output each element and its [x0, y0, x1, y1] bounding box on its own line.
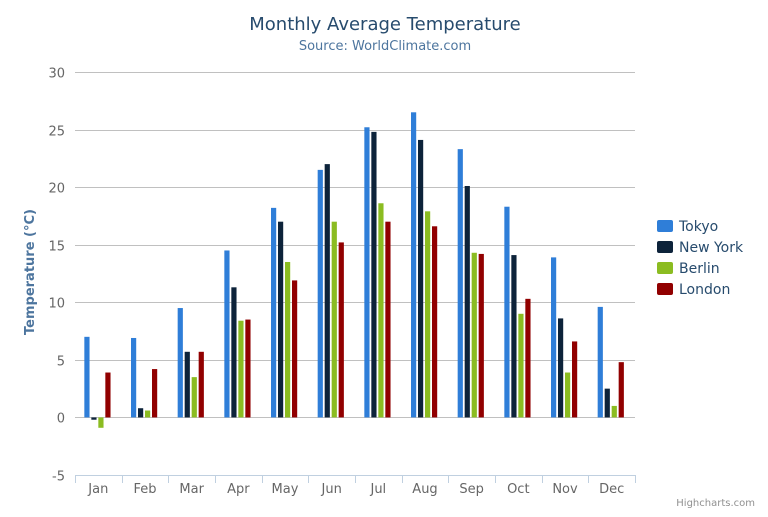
bar-london[interactable]: [478, 253, 484, 418]
y-tick-label: 30: [48, 67, 65, 82]
bar-berlin[interactable]: [285, 261, 291, 418]
bar-berlin[interactable]: [191, 377, 197, 418]
bar-tokyo[interactable]: [224, 250, 230, 418]
x-tick-label: Oct: [507, 482, 529, 497]
bar-london[interactable]: [245, 319, 251, 418]
chart-subtitle: Source: WorldClimate.com: [299, 39, 471, 54]
bar-new-york[interactable]: [138, 408, 144, 418]
bar-new-york[interactable]: [278, 221, 284, 418]
bar-berlin[interactable]: [238, 320, 244, 418]
bar-new-york[interactable]: [184, 351, 190, 418]
bar-tokyo[interactable]: [177, 308, 183, 418]
bar-new-york[interactable]: [371, 131, 377, 418]
y-tick-label: 25: [48, 125, 65, 140]
bars: [84, 112, 624, 428]
y-tick-label: 10: [48, 297, 65, 312]
x-tick-label: May: [272, 482, 299, 497]
x-tick-label: Apr: [227, 482, 250, 497]
legend-swatch: [657, 241, 673, 253]
x-tick-label: Feb: [133, 482, 156, 497]
legend-item-london[interactable]: London: [657, 282, 730, 298]
bar-tokyo[interactable]: [317, 169, 323, 418]
bar-tokyo[interactable]: [504, 206, 510, 418]
legend-swatch: [657, 220, 673, 232]
bar-tokyo[interactable]: [551, 257, 557, 418]
bar-new-york[interactable]: [558, 318, 564, 418]
x-tick-label: Sep: [459, 482, 484, 497]
bar-london[interactable]: [152, 369, 158, 418]
legend-label: Tokyo: [678, 219, 718, 235]
bar-new-york[interactable]: [511, 255, 517, 418]
x-tick-label: Dec: [599, 482, 624, 497]
x-tick-label: Nov: [552, 482, 578, 497]
y-tick-label: 0: [57, 412, 65, 427]
bar-london[interactable]: [572, 341, 578, 418]
bar-tokyo[interactable]: [411, 112, 417, 418]
legend-label: London: [679, 282, 730, 298]
y-tick-label: 20: [48, 182, 65, 197]
legend-label: Berlin: [679, 261, 720, 277]
bar-berlin[interactable]: [565, 372, 571, 418]
legend-swatch: [657, 262, 673, 274]
bar-new-york[interactable]: [604, 388, 610, 418]
x-axis: Jan Feb Mar Apr May Jun Jul Aug Sep Oct Nov Dec: [75, 475, 636, 497]
y-axis-ticks: -5 0 5 10 15 20 25 30: [48, 67, 65, 485]
y-axis-title: Temperature (°C): [23, 209, 38, 335]
y-tick-label: 15: [48, 240, 65, 255]
bar-tokyo[interactable]: [131, 337, 137, 418]
bar-london[interactable]: [432, 226, 438, 418]
x-tick-label: Jul: [369, 482, 386, 497]
bar-london[interactable]: [338, 242, 344, 418]
bar-berlin[interactable]: [471, 252, 477, 418]
y-tick-label: 5: [57, 355, 65, 370]
bar-berlin[interactable]: [518, 313, 524, 418]
bar-tokyo[interactable]: [271, 207, 277, 418]
bar-berlin[interactable]: [378, 203, 384, 418]
credits-link[interactable]: Highcharts.com: [676, 498, 755, 509]
bar-berlin[interactable]: [331, 221, 337, 418]
legend-item-tokyo[interactable]: Tokyo: [657, 219, 718, 235]
bar-new-york[interactable]: [324, 164, 330, 418]
x-tick-label: Jun: [321, 482, 342, 497]
legend-label: New York: [679, 240, 744, 256]
legend: Tokyo New York Berlin London: [657, 219, 744, 298]
bar-tokyo[interactable]: [84, 336, 90, 418]
x-tick-label: Aug: [412, 482, 437, 497]
grid-lines: [75, 72, 635, 476]
bar-london[interactable]: [105, 372, 111, 418]
bar-london[interactable]: [618, 362, 624, 418]
bar-new-york[interactable]: [418, 139, 424, 418]
bar-berlin[interactable]: [425, 211, 431, 418]
bar-tokyo[interactable]: [364, 127, 370, 418]
chart-title: Monthly Average Temperature: [249, 14, 520, 35]
bar-tokyo[interactable]: [457, 149, 463, 418]
bar-london[interactable]: [198, 351, 204, 418]
bar-london[interactable]: [525, 298, 531, 418]
x-tick-label: Jan: [87, 482, 108, 497]
legend-item-berlin[interactable]: Berlin: [657, 261, 720, 277]
bar-berlin[interactable]: [98, 417, 104, 428]
bar-new-york[interactable]: [231, 287, 237, 418]
bar-berlin[interactable]: [611, 405, 617, 418]
legend-swatch: [657, 283, 673, 295]
y-tick-label: -5: [52, 470, 65, 485]
bar-new-york[interactable]: [91, 417, 97, 420]
legend-item-new-york[interactable]: New York: [657, 240, 744, 256]
bar-london[interactable]: [385, 221, 391, 418]
bar-tokyo[interactable]: [597, 306, 603, 418]
bar-new-york[interactable]: [464, 185, 470, 418]
bar-london[interactable]: [292, 280, 298, 418]
bar-berlin[interactable]: [145, 410, 151, 418]
x-tick-label: Mar: [179, 482, 204, 497]
